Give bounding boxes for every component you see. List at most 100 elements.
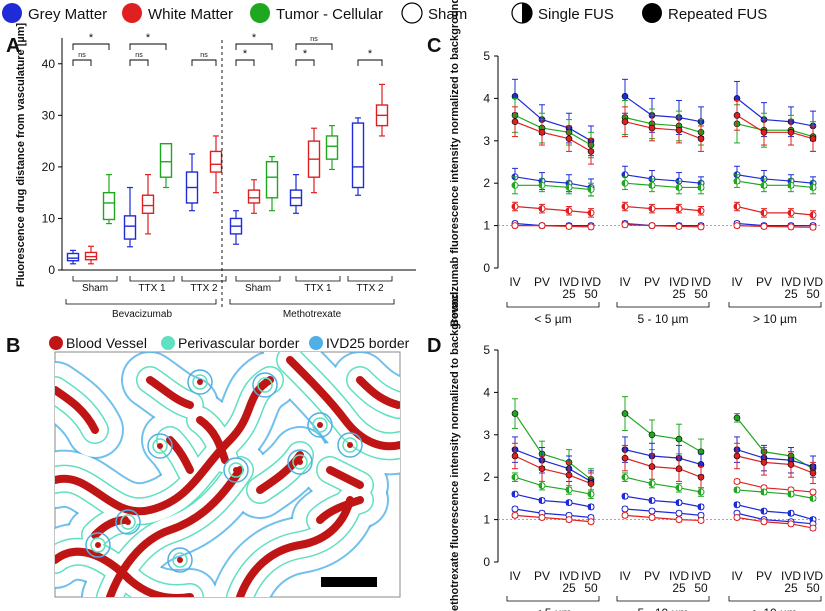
a-box [141,194,155,214]
a-sig-bracket [72,43,110,50]
c-cat-label: IV [731,275,742,289]
d-point-single-half [734,486,737,493]
blob-ivd-2 [287,449,313,475]
a-sig-label: * [146,32,151,44]
d-point-single-half [734,501,737,508]
d-cat-label: IVD [781,569,801,583]
scale-bar [321,577,377,587]
d-ytick-label: 3 [483,428,490,442]
legend-marker-repeated [642,3,662,23]
d-cat-label: IVD [581,569,601,583]
legend-marker-2 [250,3,270,23]
c-point-sham [787,223,795,231]
a-box [265,161,279,199]
d-series-line [736,455,814,474]
c-cat-label: IVD [803,275,823,289]
d-group-bracket [616,596,710,602]
a-sig-label: * [89,32,94,44]
d-point-repeated [538,465,546,473]
d-point-single-half [588,503,591,510]
c-cat-label: IVD [581,275,601,289]
c-series-line [624,116,702,133]
c-point-single-half [734,203,737,210]
d-point-repeated [809,469,817,477]
panel-label-d: D [427,335,441,357]
legend-label-3: Sham [428,6,467,23]
d-point-sham [538,513,546,521]
d-point-single-half [622,493,625,500]
legend-b-label-1: Perivascular border [178,335,300,351]
a-box [123,215,137,240]
c-group-bracket [616,302,710,308]
d-series-line [736,480,814,493]
d-point-single-half [761,489,764,496]
d-cat-label: PV [534,569,550,583]
blob-ivd-7 [337,432,363,458]
d-point-sham [760,518,768,526]
d-point-repeated [648,463,656,470]
c-series-line [624,174,702,184]
legend-marker-sham [401,2,423,24]
a-sig-bracket [235,43,273,50]
a-box [209,150,223,173]
d-series-line [624,476,702,493]
c-cat-label: PV [534,275,550,289]
c-series-line [624,95,702,123]
c-point-sham [675,222,683,230]
a-sig-label: * [368,48,373,60]
a-group-bracket [347,276,393,282]
d-point-repeated [621,454,629,462]
c-series-line [515,225,592,228]
d-point-single-half [512,474,515,481]
a-ytick-label: 40 [42,57,56,71]
c-group-label: > 10 µm [753,312,797,326]
c-series-line [624,182,701,189]
d-ytick-label: 2 [483,470,490,484]
a-sig-bracket [129,43,167,50]
d-series-line [514,514,592,523]
c-series-line [514,121,592,152]
c-point-repeated [565,135,573,142]
panel-c-bevacizumab-intensity: 0 1 2 3 4 5 Bevacizumab fluorescence intensity… [449,0,823,327]
c-series-line [514,205,592,214]
c-point-single-half [649,205,652,212]
c-point-sham [511,222,519,230]
c-point-repeated [760,129,768,136]
blob-vessel-4 [233,467,239,473]
c-point-single-half [676,184,679,191]
c-point-sham [538,222,546,230]
d-cat-label: IVD [559,569,579,583]
blob-peri-8 [90,537,106,553]
c-series-line [736,180,814,189]
d-point-single-half [676,484,679,491]
c-series-line [624,121,702,140]
a-box [247,189,261,204]
d-point-repeated [733,452,741,460]
d-point-repeated [648,431,656,439]
c-series-line [514,114,592,146]
d-group-label: > 10 µm [753,606,797,611]
c-group-bracket [506,302,600,308]
c-point-repeated [675,126,683,134]
a-sig-label: * [243,48,248,60]
vessel-layer-4-0 [55,376,274,516]
c-point-single-half [622,171,625,178]
c-series-line [624,205,702,212]
c-point-single-half [566,207,569,214]
d-point-single-half [539,482,542,489]
a-sig-bracket [295,59,315,66]
legend-marker-single-half [522,3,532,23]
c-point-sham [565,222,573,230]
d-series-line [514,455,592,485]
vessel-layer-4-7 [196,416,229,464]
blob-vessel-8 [95,542,101,548]
d-series-line [514,449,592,482]
a-group-label: Sham [245,283,271,294]
c-point-repeated [621,92,629,100]
d-ytick-label: 5 [483,343,490,357]
d-point-single-half [649,480,652,487]
c-point-repeated [538,129,546,136]
c-point-sham [760,222,768,230]
c-point-single-half [512,182,515,189]
blob-vessel-6 [262,382,268,388]
